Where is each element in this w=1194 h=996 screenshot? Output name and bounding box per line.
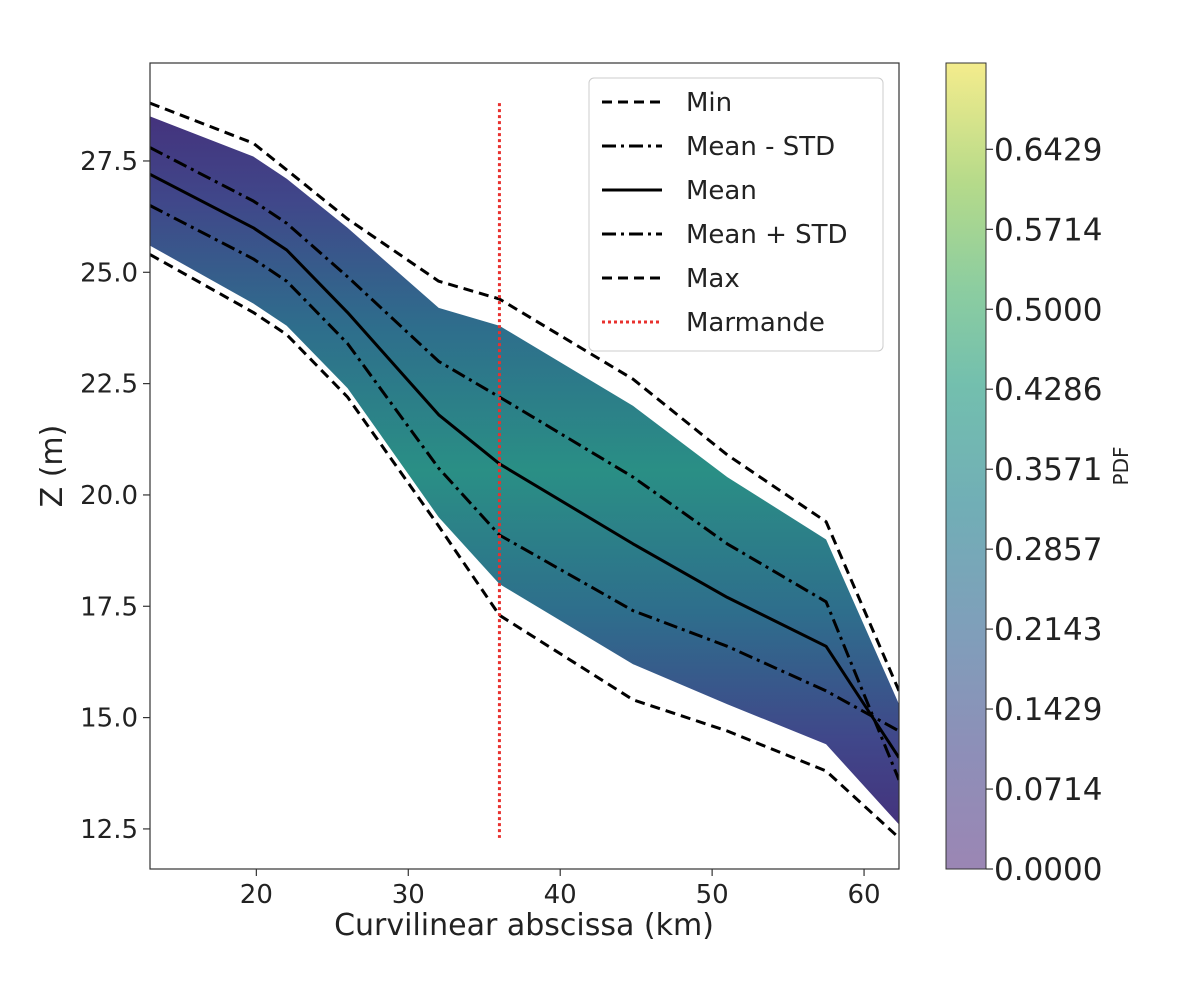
x-tick-label: 40 <box>544 880 577 910</box>
legend: Min Mean - STD Mean Mean + STD Max Marmande <box>588 77 884 352</box>
x-axis: 20 30 40 50 60 <box>240 869 881 910</box>
legend-label: Mean - STD <box>686 132 835 162</box>
colorbar: 0.0000 0.0714 0.1429 0.2143 0.2857 0.3571 0.42… <box>945 62 1133 888</box>
colorbar-ticks: 0.0000 0.0714 0.1429 0.2143 0.2857 0.3571 0.42… <box>986 132 1102 888</box>
pdf-band <box>150 116 899 825</box>
y-tick-label: 17.5 <box>80 592 138 622</box>
x-tick-label: 60 <box>848 880 881 910</box>
colorbar-tick-label: 0.3571 <box>994 452 1102 488</box>
colorbar-tick-label: 0.6429 <box>994 132 1102 168</box>
colorbar-tick-label: 0.0000 <box>994 852 1102 888</box>
colorbar-ramp <box>945 62 987 870</box>
y-tick-label: 12.5 <box>80 815 138 845</box>
y-axis: 12.5 15.0 17.5 20.0 22.5 25.0 27.5 <box>80 147 150 845</box>
y-axis-label: Z (m) <box>35 425 70 508</box>
x-tick-label: 20 <box>240 880 273 910</box>
series-line-mean-std <box>150 146 899 781</box>
x-axis-label: Curvilinear abscissa (km) <box>334 908 714 943</box>
colorbar-tick-label: 0.5000 <box>994 292 1102 328</box>
series-line-mean <box>150 172 899 759</box>
series-line-mean-std <box>150 204 899 733</box>
y-tick-label: 27.5 <box>80 147 138 177</box>
series-layer <box>150 101 899 839</box>
colorbar-tick-label: 0.4286 <box>994 372 1102 408</box>
legend-label: Mean + STD <box>686 220 848 250</box>
x-tick-label: 30 <box>392 880 425 910</box>
y-tick-label: 25.0 <box>80 258 138 288</box>
colorbar-tick-label: 0.2143 <box>994 612 1102 648</box>
legend-label: Marmande <box>686 308 825 338</box>
colorbar-tick-label: 0.2857 <box>994 532 1102 568</box>
y-tick-label: 15.0 <box>80 704 138 734</box>
legend-label: Mean <box>686 176 757 206</box>
x-tick-label: 50 <box>696 880 729 910</box>
legend-label: Max <box>686 264 740 294</box>
series-line-min <box>150 101 899 692</box>
y-tick-label: 20.0 <box>80 481 138 511</box>
colorbar-label: PDF <box>1109 447 1133 486</box>
colorbar-tick-label: 0.1429 <box>994 692 1102 728</box>
legend-frame <box>588 77 884 352</box>
plot-frame <box>149 62 900 870</box>
legend-label: Min <box>686 88 732 118</box>
y-tick-label: 22.5 <box>80 370 138 400</box>
plot-area <box>150 101 899 839</box>
colorbar-tick-label: 0.5714 <box>994 212 1102 248</box>
series-line-max <box>150 253 899 839</box>
colorbar-tick-label: 0.0714 <box>994 772 1102 808</box>
